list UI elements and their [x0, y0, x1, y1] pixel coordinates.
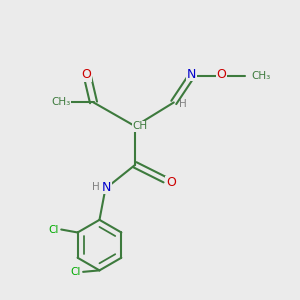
Text: CH₃: CH₃	[51, 98, 70, 107]
Text: O: O	[216, 68, 226, 81]
Text: N: N	[187, 68, 196, 81]
Text: O: O	[81, 68, 91, 81]
Text: Cl: Cl	[49, 224, 59, 235]
Text: O: O	[166, 176, 176, 189]
Text: Cl: Cl	[70, 267, 81, 277]
Text: N: N	[102, 181, 112, 194]
Text: CH: CH	[132, 121, 147, 131]
Text: CH₃: CH₃	[251, 71, 270, 81]
Text: H: H	[92, 182, 100, 192]
Text: H: H	[179, 99, 187, 109]
